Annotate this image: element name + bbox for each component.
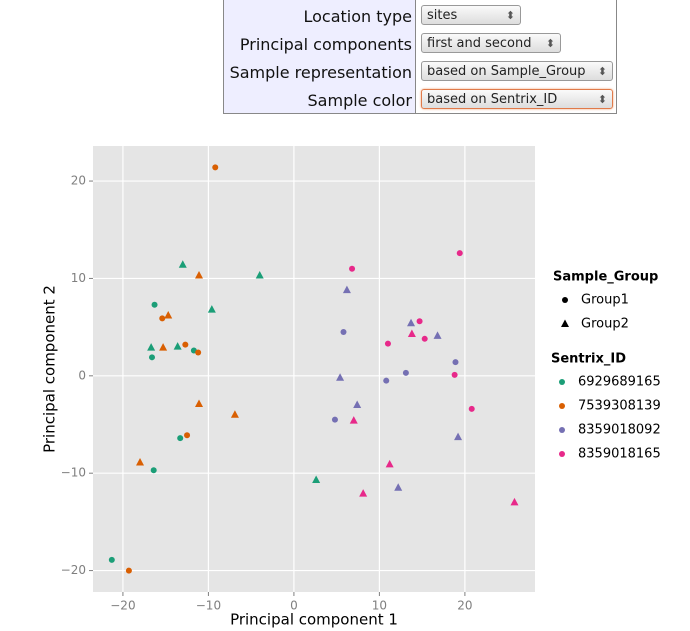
x-tick-label: −10	[196, 599, 221, 613]
point	[125, 567, 132, 574]
x-tick-label: 10	[372, 599, 387, 613]
point	[456, 250, 463, 257]
x-axis-label: Principal component 1	[230, 611, 398, 629]
point	[108, 556, 115, 563]
field-label: Location type	[303, 7, 413, 26]
point	[359, 489, 368, 497]
point	[349, 265, 356, 272]
point	[421, 335, 428, 342]
x-tick-label: −20	[110, 599, 135, 613]
options-form: Location type sites Principal components fi…	[223, 0, 617, 114]
legend-title: Sentrix_ID	[551, 352, 626, 367]
label-column	[224, 0, 416, 113]
point	[394, 483, 403, 491]
legend-label: Group2	[581, 317, 629, 332]
y-axis-label: Principal component 2	[41, 285, 59, 453]
point	[416, 318, 423, 325]
point	[312, 475, 321, 484]
point	[407, 329, 416, 337]
point	[468, 405, 475, 412]
point	[331, 416, 338, 423]
point	[182, 341, 189, 348]
point	[151, 301, 158, 308]
point	[173, 342, 182, 350]
point	[177, 435, 184, 442]
point	[212, 164, 219, 171]
y-tick-label: −10	[61, 466, 86, 480]
point	[452, 359, 459, 366]
y-tick-label: 0	[78, 368, 86, 382]
point	[178, 260, 187, 268]
legend-key	[559, 451, 565, 457]
point	[184, 432, 191, 439]
point	[353, 400, 362, 409]
point	[136, 457, 145, 466]
form-row: Principal components first and second	[224, 30, 616, 58]
select[interactable]: sites	[421, 5, 521, 26]
x-tick-label: 0	[290, 599, 298, 613]
select[interactable]: based on Sentrix_ID	[421, 89, 613, 110]
point	[454, 432, 463, 441]
point	[230, 410, 239, 418]
legend-key	[561, 319, 569, 327]
point	[195, 399, 204, 408]
point	[385, 459, 394, 468]
select[interactable]: first and second	[421, 33, 561, 54]
legend-label: 6929689165	[578, 375, 661, 390]
point	[164, 310, 173, 319]
y-tick-label: 20	[71, 174, 86, 188]
point	[150, 467, 157, 474]
form-row: Sample representation based on Sample_Gro…	[224, 58, 616, 86]
point	[402, 369, 409, 376]
legend-label: Group1	[581, 293, 629, 308]
legend-key	[559, 379, 565, 385]
legend-key	[559, 427, 565, 433]
point	[384, 340, 391, 347]
point	[383, 377, 390, 384]
field-label: Principal components	[239, 35, 412, 54]
form-row: Location type sites	[224, 2, 616, 30]
legend-label: 8359018165	[578, 447, 661, 462]
point	[349, 416, 358, 424]
y-tick-label: 10	[71, 271, 86, 285]
legend-label: 8359018092	[578, 423, 661, 438]
point	[510, 497, 519, 506]
point	[159, 343, 168, 351]
point	[433, 331, 442, 339]
legend-key	[559, 403, 565, 409]
point	[147, 343, 156, 351]
y-tick-label: −20	[61, 563, 86, 577]
field-label: Sample color	[307, 91, 412, 110]
field-label: Sample representation	[229, 63, 412, 82]
point	[195, 349, 202, 356]
legend-key	[562, 297, 568, 303]
form-row: Sample color based on Sentrix_ID	[224, 86, 616, 114]
point	[207, 305, 216, 313]
legend-title: Sample_Group	[553, 270, 658, 285]
point	[407, 318, 416, 327]
point	[342, 285, 351, 294]
point	[255, 271, 264, 279]
panel	[93, 146, 535, 592]
point	[451, 371, 458, 378]
select[interactable]: based on Sample_Group	[421, 61, 613, 82]
point	[340, 328, 347, 335]
x-tick-label: 20	[457, 599, 472, 613]
point	[159, 315, 166, 322]
point	[336, 373, 345, 381]
point	[148, 354, 155, 361]
point	[195, 271, 204, 279]
legend-label: 7539308139	[578, 399, 661, 414]
